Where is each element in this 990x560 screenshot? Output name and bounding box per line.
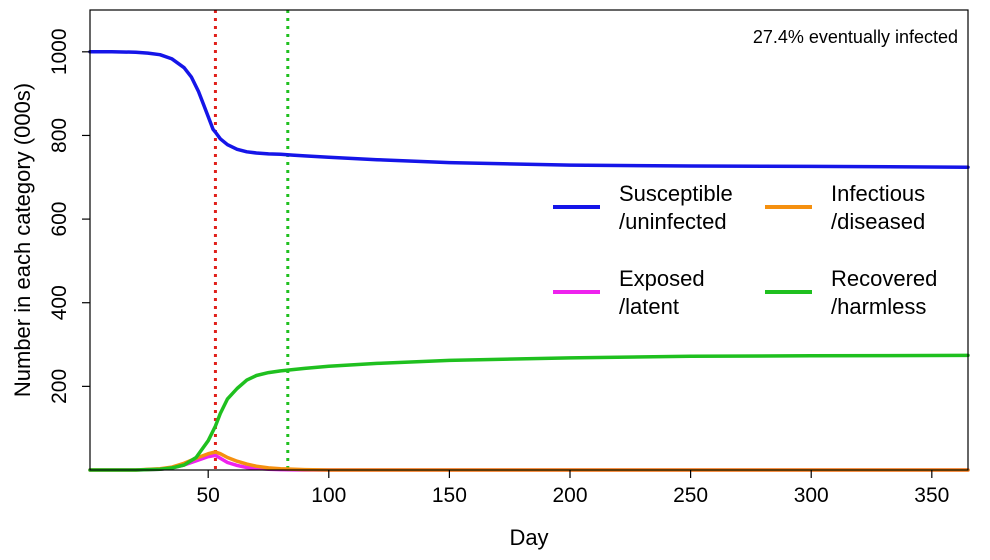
y-tick-label: 600: [48, 202, 71, 237]
series-line-recovered: [88, 353, 970, 472]
x-tick-label: 250: [673, 484, 708, 507]
eventually-infected-annotation: 27.4% eventually infected: [753, 27, 958, 47]
y-tick-label: 200: [48, 369, 71, 404]
legend-sublabel-exposed: /latent: [619, 294, 679, 319]
legend-sublabel-susceptible: /uninfected: [619, 209, 727, 234]
legend-label-infectious: Infectious: [831, 181, 925, 206]
legend-label-susceptible: Susceptible: [619, 181, 733, 206]
plot-frame: [89, 9, 969, 471]
x-axis-title: Day: [509, 525, 548, 550]
y-tick-label: 800: [48, 118, 71, 153]
series-line-exposed: [88, 453, 970, 472]
legend: Susceptible/uninfected Infectious/disease…: [553, 181, 937, 319]
y-tick-label: 1000: [48, 28, 71, 75]
x-tick-label: 150: [432, 484, 467, 507]
legend-label-recovered: Recovered: [831, 266, 937, 291]
series-lines: [88, 50, 970, 472]
x-tick-label: 50: [197, 484, 220, 507]
legend-sublabel-recovered: /harmless: [831, 294, 926, 319]
y-tick-label: 400: [48, 285, 71, 320]
x-tick-label: 300: [794, 484, 829, 507]
legend-sublabel-infectious: /diseased: [831, 209, 925, 234]
x-tick-label: 100: [311, 484, 346, 507]
x-tick-label: 350: [914, 484, 949, 507]
legend-label-exposed: Exposed: [619, 266, 705, 291]
series-line-susceptible: [88, 50, 970, 169]
axes: 50 100 150 200 250 300 350 200 400 600 800 1000: [48, 28, 949, 507]
x-tick-label: 200: [552, 484, 587, 507]
y-axis-title: Number in each category (000s): [10, 83, 35, 397]
